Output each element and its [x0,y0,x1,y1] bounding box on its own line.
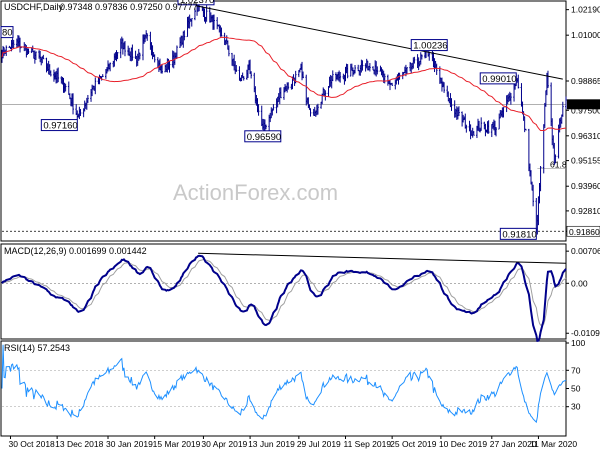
x-tick-label: 30 Jan 2019 [106,439,153,449]
pivot-label: 0.96590 [247,132,281,143]
left-edge-box [0,26,14,39]
last-price-box [567,99,600,110]
price-tick-label: 0.98865 [571,76,600,86]
rsi-line [1,344,567,424]
x-tick-label: 25 Oct 2019 [390,439,437,449]
support-price-box [566,225,600,237]
x-tick-label: 15 Mar 2019 [153,439,201,449]
x-tick-label: 11 Sep 2019 [343,439,391,449]
x-tick-label: 11 Mar 2020 [530,439,577,449]
price-tick-label: 0.97500 [571,105,600,115]
pivot-label: 0.91810 [502,229,536,240]
price-tick-label: 0.96310 [571,131,600,141]
support-price-label: 0.91860 [569,227,600,237]
pivot-label-box [410,39,448,52]
x-tick-label: 13 Jun 2019 [248,439,295,449]
pivot-label-box [244,130,282,143]
price-tick-label: 0.92810 [571,206,600,216]
price-tick-label: 1.02190 [571,5,600,15]
pivot-label: 0.99010 [482,74,516,85]
rsi-header: RSI(14) 57.2543 [4,343,70,353]
macd-trendline [198,252,567,264]
rsi-series-group [1,344,567,424]
fib-label: 61.8 [550,160,567,170]
pivot-label-box [479,72,517,85]
rsi-panel [0,340,567,437]
pivot-label-box [177,0,215,6]
macd-series-group [1,252,567,342]
macd-line [1,254,567,342]
macd-tick-label: 0.00 [571,278,588,288]
x-tick-label: 29 Jul 2019 [297,439,341,449]
pivot-label: 0.97160 [43,121,77,132]
pivot-label-box [499,227,537,240]
rsi-tick-label: 50 [571,384,581,394]
x-tick-label: 13 Dec 2018 [55,439,103,449]
left-edge-label: 80 [2,28,13,39]
moving-average-line [1,36,567,132]
price-header: USDCHF,Daily [4,2,64,12]
macd-header: MACD(12,26,9) 0.001699 0.001442 [4,246,147,256]
x-tick-label: 10 Dec 2019 [439,439,487,449]
price-tick-label: 0.95155 [571,156,600,166]
rsi-tick-label: 30 [571,402,581,412]
axes-group: 1.02190 1.01000 0.98865 0.97500 0.96310 0.951… [8,5,600,449]
pivot-label: 1.02370 [180,0,214,6]
price-series-group: 1.02370 0.97160 0.96590 1.00236 0.99010 0.918… [0,0,567,240]
descending-trendline [195,5,563,80]
macd-tick-label: -0.010975 [571,328,600,338]
price-tick-label: 1.01000 [571,30,600,40]
last-price-label: 0.97777 [568,100,599,110]
macd-tick-label: 0.007066 [571,246,600,256]
watermark: ActionForex.com [173,180,338,205]
price-tick-label: 0.93960 [571,181,600,191]
macd-signal-line [1,258,567,326]
pivot-label-box [40,119,78,132]
rsi-tick-label: 70 [571,365,581,375]
x-tick-label: 30 Oct 2018 [8,439,55,449]
pivot-label: 1.00236 [413,41,447,52]
price-panel [0,0,567,242]
rsi-tick-label: 100 [571,338,585,348]
x-tick-label: 30 Apr 2019 [201,439,247,449]
price-header-ohlc: 0.97348 0.97836 0.97250 0.97777 [60,2,198,12]
x-tick-label: 27 Jan 2020 [490,439,537,449]
